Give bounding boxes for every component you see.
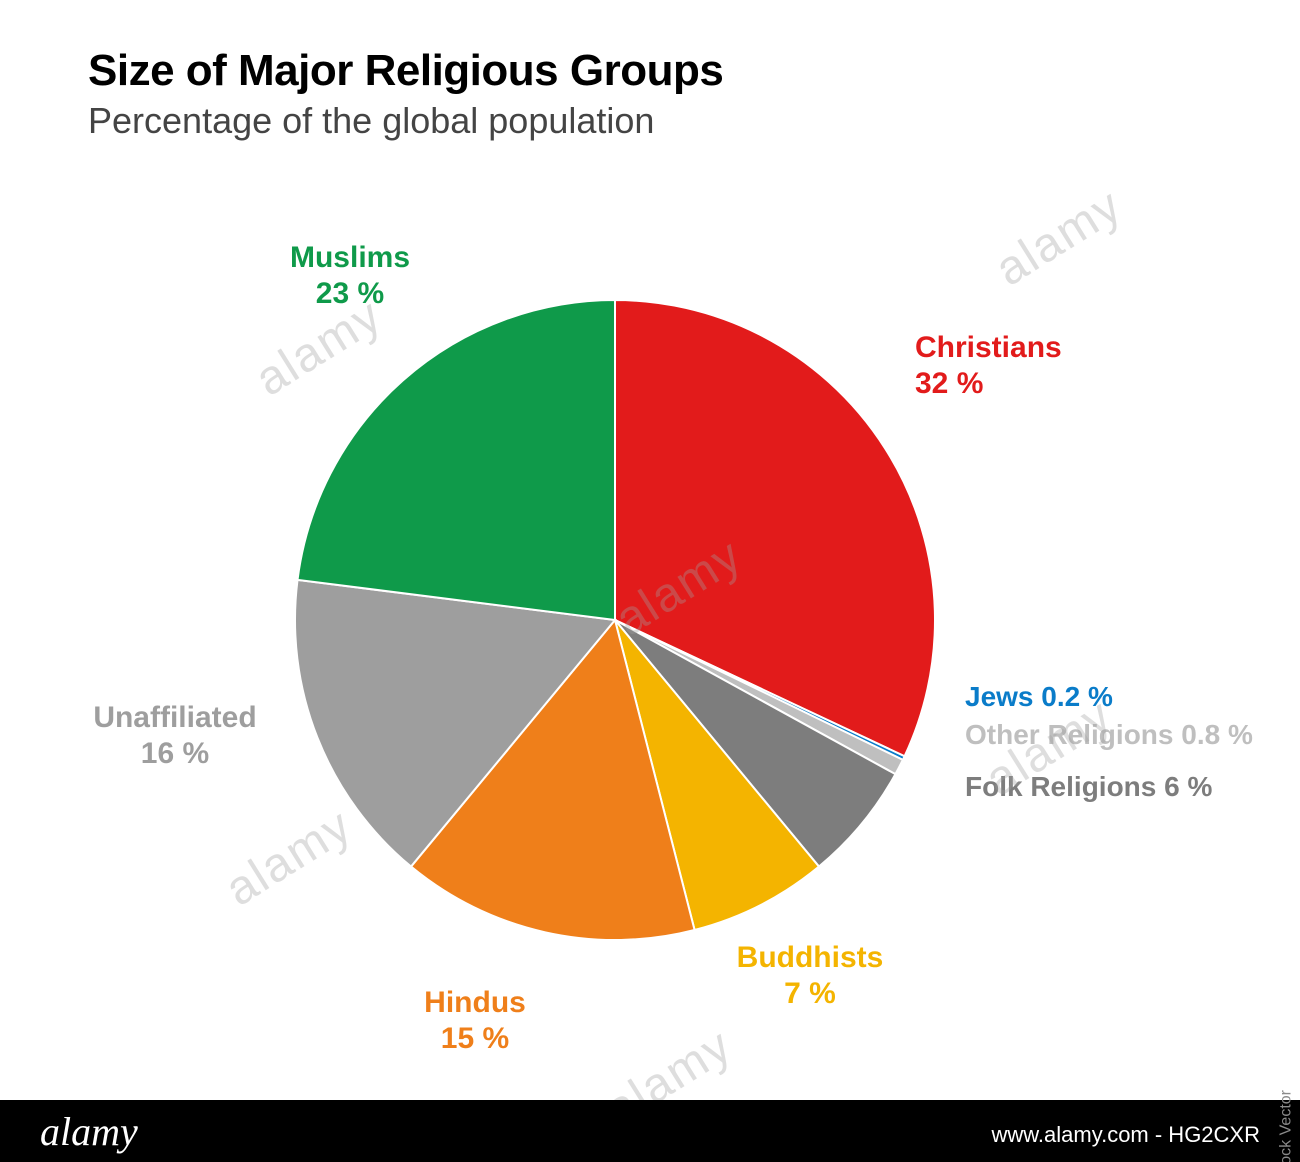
chart-subtitle: Percentage of the global population: [88, 100, 654, 142]
footer-logo: alamy: [40, 1108, 138, 1155]
footer-code: www.alamy.com - HG2CXR: [991, 1122, 1260, 1148]
label-unaffiliated: Unaffiliated16 %: [93, 700, 256, 772]
pie-chart: [293, 298, 937, 942]
label-christians: Christians32 %: [915, 330, 1062, 402]
watermark-text: alamy: [986, 178, 1132, 298]
chart-title: Size of Major Religious Groups: [88, 46, 723, 96]
side-credit: Peter Hermes Furian / Alamy Stock Vector: [1278, 1090, 1296, 1162]
label-hindus: Hindus15 %: [424, 985, 526, 1057]
label-buddhists: Buddhists7 %: [737, 940, 884, 1012]
